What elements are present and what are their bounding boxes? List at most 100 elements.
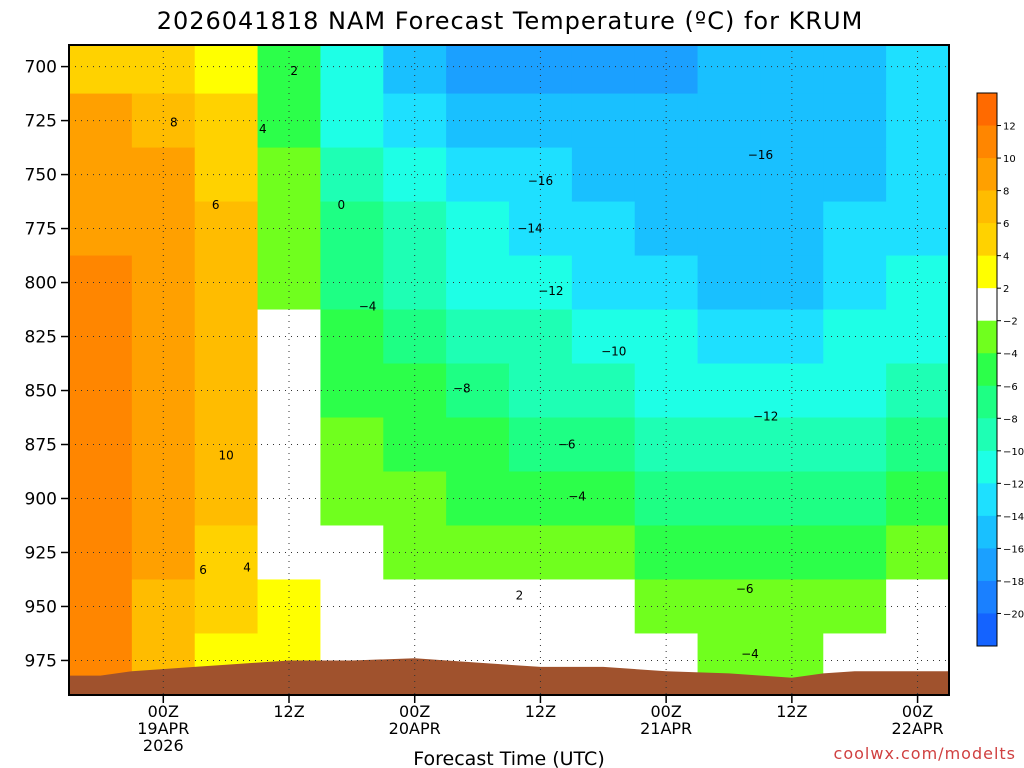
- temperature-cell: [823, 417, 887, 472]
- temperature-cell: [509, 579, 573, 634]
- terrain-layer: [69, 658, 949, 695]
- temperature-cell: [509, 309, 573, 365]
- temperature-cell: [383, 309, 447, 365]
- x-tick-label: 12Z: [273, 702, 304, 721]
- x-tick-label: 12Z: [776, 702, 807, 721]
- temperature-cell: [383, 525, 447, 580]
- contour-label: −4: [359, 299, 377, 313]
- colorbar-label: −4: [1003, 349, 1018, 360]
- temperature-cell: [509, 255, 573, 311]
- temperature-cell: [69, 363, 133, 419]
- x-axis-label: Forecast Time (UTC): [413, 748, 604, 768]
- temperature-cell: [131, 201, 196, 257]
- contour-label: −6: [736, 582, 754, 596]
- temperature-cell: [697, 45, 761, 95]
- colorbar-label: 12: [1003, 122, 1016, 133]
- colorbar-label: −6: [1003, 382, 1018, 393]
- temperature-cell: [823, 201, 887, 257]
- colorbar-label: −14: [1003, 512, 1024, 523]
- temperature-cell: [320, 201, 384, 257]
- colorbar-legend: 12 10 8 6 4 2 −2 −4 −6 −8 −10 −12 −14 −16 −18 −20: [976, 92, 1024, 647]
- temperature-cell: [194, 471, 259, 526]
- temperature-cell: [634, 255, 699, 311]
- x-tick-label: 19APR: [137, 719, 189, 738]
- temperature-cell: [509, 93, 573, 149]
- contour-label: 10: [219, 448, 234, 462]
- colorbar-frame: [976, 92, 998, 647]
- colorbar-swatch: [977, 353, 997, 387]
- temperature-cell: [194, 579, 259, 634]
- temperature-cell: [823, 309, 887, 365]
- colorbar-label: −2: [1003, 317, 1018, 328]
- temperature-cell: [194, 309, 259, 365]
- temperature-cell: [194, 201, 259, 257]
- colorbar-swatch: [977, 190, 997, 224]
- contour-label: 8: [170, 116, 178, 130]
- grid-lines: [69, 45, 949, 695]
- colorbar-swatch: [977, 288, 997, 322]
- temperature-cell: [257, 579, 321, 634]
- temperature-cell: [634, 93, 699, 149]
- contour-labels: 2 8 4 6 0 −16 −16 −14 −12 −4 −10 −8 −12 10 −6 −4 6 4 2 −6 −4: [170, 64, 778, 661]
- temperature-cell: [320, 93, 384, 149]
- temperature-cell: [131, 93, 196, 149]
- y-tick-label: 725: [25, 112, 57, 132]
- temperature-cell: [383, 579, 447, 634]
- colorbar-swatch: [977, 483, 997, 517]
- chart-title: 2026041818 NAM Forecast Temperature (ºC)…: [157, 7, 864, 35]
- temperature-cell: [383, 201, 447, 257]
- y-tick-label: 925: [25, 543, 57, 563]
- temperature-cell: [383, 93, 447, 149]
- temperature-cell: [886, 417, 950, 472]
- contour-label: 4: [243, 561, 251, 575]
- colorbar-label: 8: [1003, 187, 1009, 198]
- temperature-cell: [69, 45, 133, 95]
- colorbar-label: 10: [1003, 154, 1016, 165]
- temperature-cell: [383, 255, 447, 311]
- y-tick-label: 775: [25, 220, 57, 240]
- contour-label: −16: [748, 148, 773, 162]
- contour-label: −10: [601, 345, 626, 359]
- y-tick-label: 700: [25, 58, 57, 78]
- temperature-cell: [131, 147, 196, 203]
- colorbar-label: 2: [1003, 284, 1009, 295]
- temperature-cell: [320, 579, 384, 634]
- y-tick-label: 825: [25, 328, 57, 348]
- temperature-cells: [69, 45, 950, 696]
- temperature-cell: [823, 525, 887, 580]
- temperature-cell: [194, 93, 259, 149]
- temperature-cell: [257, 525, 321, 580]
- colorbar-label: −20: [1003, 609, 1024, 620]
- y-tick-label: 750: [25, 166, 57, 186]
- temperature-cell: [194, 147, 259, 203]
- x-tick-label: 00Z: [148, 702, 179, 721]
- temperature-cell: [509, 471, 573, 526]
- temperature-cell: [131, 309, 196, 365]
- temperature-cell: [383, 147, 447, 203]
- contour-label: −16: [528, 174, 553, 188]
- temperature-cell: [383, 363, 447, 419]
- temperature-cell: [634, 363, 699, 419]
- y-tick-label: 875: [25, 436, 57, 456]
- colorbar-label: −10: [1003, 447, 1024, 458]
- temperature-cell: [823, 147, 887, 203]
- temperature-cell: [320, 45, 384, 95]
- temperature-cell: [131, 417, 196, 472]
- contour-label: 6: [199, 563, 207, 577]
- contour-label: −12: [753, 409, 778, 423]
- temperature-cell: [634, 147, 699, 203]
- temperature-cell: [320, 255, 384, 311]
- y-tick-label: 850: [25, 382, 57, 402]
- temperature-cell: [634, 579, 699, 634]
- temperature-cell: [257, 471, 321, 526]
- x-tick-label: 00Z: [902, 702, 933, 721]
- temperature-cell: [320, 525, 384, 580]
- temperature-cell: [886, 309, 950, 365]
- y-tick-label: 975: [25, 651, 57, 671]
- temperature-cell: [69, 93, 133, 149]
- temperature-cell: [194, 45, 259, 95]
- contour-label: −12: [538, 284, 563, 298]
- colorbar-label: 4: [1003, 252, 1009, 263]
- temperature-cell: [571, 45, 636, 95]
